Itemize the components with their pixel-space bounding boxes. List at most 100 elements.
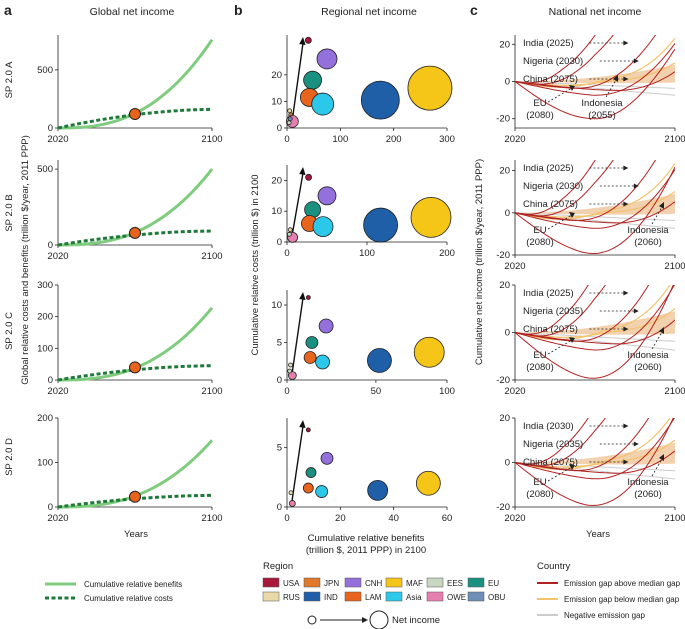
legend-net-income: Net income bbox=[307, 610, 440, 629]
legend-above-label: Emission gap above median gap bbox=[564, 579, 681, 588]
point-eu bbox=[303, 70, 323, 90]
eu-year-label: (2080) bbox=[526, 110, 553, 121]
subplot-a-0: 0 500 2020 2100 bbox=[37, 35, 223, 145]
point-ind bbox=[367, 348, 392, 373]
ytick-label-b: 0 bbox=[277, 237, 282, 248]
point-asia bbox=[315, 354, 330, 370]
region-swatch-usa bbox=[262, 577, 280, 588]
ytick-label-c: -20 bbox=[496, 375, 510, 386]
point-owe bbox=[288, 500, 296, 507]
net-income-arrowhead bbox=[299, 167, 306, 175]
national-lines bbox=[515, 418, 675, 506]
ytick-label-c: 20 bbox=[499, 413, 510, 424]
region-swatch-asia bbox=[385, 591, 403, 602]
indonesia-leader bbox=[651, 331, 663, 350]
above-median-line bbox=[515, 43, 675, 96]
negative-gap-line bbox=[515, 81, 675, 89]
national-lines bbox=[515, 35, 675, 120]
point-ees bbox=[286, 120, 292, 126]
point-owe bbox=[287, 371, 297, 380]
region-label-owe: OWE bbox=[447, 593, 466, 602]
eu-label: EU bbox=[533, 350, 546, 361]
legend-arrow-head bbox=[362, 617, 368, 623]
xtick-label-a: 2100 bbox=[201, 386, 222, 397]
net-income-arrow bbox=[291, 42, 304, 123]
xtick-label-c: 2020 bbox=[504, 513, 525, 524]
subplot-a-3: 0 100 200 2020 2100 bbox=[37, 413, 222, 524]
above-median-line bbox=[515, 201, 675, 224]
point-asia bbox=[315, 485, 329, 498]
above-median-line bbox=[515, 450, 675, 474]
axis-b-2 bbox=[286, 290, 447, 381]
point-eu bbox=[305, 467, 317, 478]
above-median-line bbox=[515, 285, 606, 337]
ytick-label-b: 10 bbox=[271, 300, 282, 311]
scenario-label-a: SP 2.0 A bbox=[4, 61, 15, 98]
ytick-label-b: 5 bbox=[277, 338, 282, 349]
xtick-label-a: 2100 bbox=[201, 134, 222, 145]
xtick-label-a: 2020 bbox=[47, 134, 68, 145]
point-maf bbox=[413, 336, 445, 368]
xtick-label-b: 300 bbox=[439, 134, 455, 145]
above-median-line bbox=[515, 418, 606, 467]
eu-year-label: (2080) bbox=[526, 489, 553, 500]
indonesia-leader bbox=[651, 458, 663, 477]
point-lam bbox=[302, 482, 314, 494]
region-swatch-rus bbox=[262, 591, 280, 602]
scenario-label-c: SP 2.0 C bbox=[4, 312, 15, 350]
label-arrowhead bbox=[623, 459, 629, 465]
region-label-jpn: JPN bbox=[324, 579, 339, 588]
eu-leader bbox=[547, 339, 573, 355]
title-c: National net income bbox=[549, 6, 642, 18]
xtick-label-c: 2100 bbox=[664, 386, 685, 397]
region-swatch-eu bbox=[467, 577, 485, 588]
ylabel-c: Cumulative net income (trillion $/year, … bbox=[474, 159, 485, 365]
xtick-label-c: 2020 bbox=[504, 134, 525, 145]
region-label-rus: RUS bbox=[283, 593, 300, 602]
ylabel-b: Cumulative relative costs (trillion $) i… bbox=[250, 174, 261, 355]
country-label: China (2075) bbox=[523, 457, 578, 468]
xtick-label-b: 0 bbox=[284, 134, 289, 145]
xtick-label-b: 60 bbox=[442, 513, 453, 524]
eu-leader bbox=[547, 466, 573, 482]
above-median-line bbox=[515, 169, 675, 229]
net-income-arrowhead bbox=[299, 292, 306, 300]
indonesia-label: Indonesia bbox=[627, 350, 669, 361]
below-median-line bbox=[515, 418, 671, 470]
xtick-label-a: 2020 bbox=[47, 251, 68, 262]
label-arrowhead bbox=[623, 201, 629, 207]
country-label: India (2025) bbox=[523, 38, 574, 49]
region-swatch-ees bbox=[426, 577, 444, 588]
legend-net-income-label: Net income bbox=[392, 615, 440, 626]
above-median-line bbox=[515, 285, 675, 351]
point-cnh bbox=[317, 186, 337, 206]
ytick-label-a: 0 bbox=[48, 375, 53, 386]
region-swatch-jpn bbox=[303, 577, 321, 588]
eu-leader bbox=[547, 87, 573, 103]
ytick-label-c: 0 bbox=[505, 77, 510, 88]
costs-line bbox=[57, 364, 212, 382]
above-median-line bbox=[515, 35, 657, 89]
point-maf bbox=[407, 65, 453, 111]
label-arrowhead bbox=[633, 308, 639, 314]
xtick-label-b: 0 bbox=[284, 513, 289, 524]
region-label-maf: MAF bbox=[406, 579, 423, 588]
national-lines bbox=[515, 160, 675, 254]
region-label-obu: OBU bbox=[488, 593, 506, 602]
panel-letter-a: a bbox=[4, 2, 12, 18]
region-label-asia: Asia bbox=[406, 593, 422, 602]
negative-gap-line bbox=[515, 212, 675, 222]
region-swatch-lam bbox=[344, 591, 362, 602]
legend-region-title: Region bbox=[263, 561, 293, 572]
ytick-label-a: 0 bbox=[48, 240, 53, 251]
indonesia-year-label: (2060) bbox=[634, 237, 661, 248]
ytick-label-a: 100 bbox=[37, 343, 53, 354]
legend-a: Cumulative relative benefits Cumulative … bbox=[45, 580, 182, 603]
xtick-label-b: 40 bbox=[388, 513, 399, 524]
point-usa bbox=[305, 295, 311, 300]
